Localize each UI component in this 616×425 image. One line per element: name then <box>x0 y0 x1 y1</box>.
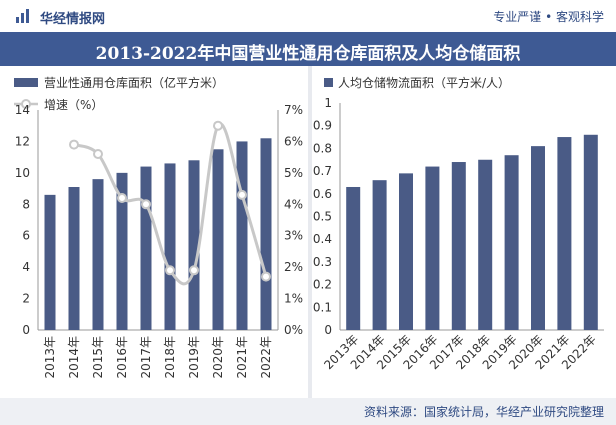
x-tick-label: 2015年 <box>91 336 105 379</box>
source-note: 资料来源：国家统计局，华经产业研究院整理 <box>363 405 604 419</box>
right-y-tick-label: 3% <box>284 229 303 243</box>
per-capita-bar <box>557 137 572 330</box>
x-tick-label: 2022年 <box>259 336 273 379</box>
legend-line-label: 增速（%） <box>44 98 103 112</box>
x-tick-label: 2014年 <box>67 336 81 379</box>
left-y-tick-label: 10 <box>15 166 30 180</box>
left-y-tick-label: 12 <box>15 134 30 148</box>
per-capita-chart: 人均仓储物流面积（平方米/人） 0 0.1 0.2 0.3 0.4 0.5 0.6 0.7 0.8… <box>313 75 604 372</box>
growth-rate-point <box>141 199 151 210</box>
logo-icon <box>16 9 29 23</box>
y-tick-label: 0.5 <box>313 210 332 224</box>
area-bar <box>44 194 56 330</box>
area-bar <box>116 172 128 330</box>
title-bar: 2013-2022年中国营业性通用仓库面积及人均仓储面积 <box>0 32 616 66</box>
left-y-tick-label: 4 <box>22 260 30 274</box>
x-tick-label: 2021年 <box>235 336 249 379</box>
per-capita-bar <box>583 134 598 330</box>
per-capita-bar <box>372 180 387 330</box>
y-tick-label: 0.1 <box>313 300 332 314</box>
x-tick-label: 2019年 <box>187 336 201 379</box>
left-y-tick-label: 14 <box>15 103 30 117</box>
per-capita-bar <box>425 166 440 330</box>
growth-rate-point <box>117 193 127 203</box>
per-capita-bar <box>478 159 493 330</box>
right-y-tick-label: 5% <box>284 166 303 180</box>
growth-rate-point <box>189 265 199 276</box>
right-y-tick-label: 1% <box>284 292 303 306</box>
page-title: 2013-2022年中国营业性通用仓库面积及人均仓储面积 <box>95 44 521 64</box>
y-tick-label: 0.2 <box>313 278 332 292</box>
brand-name: 华经情报网 <box>40 12 106 27</box>
legend-bar-swatch <box>14 78 38 87</box>
footer-bar: 资料来源：国家统计局，华经产业研究院整理 <box>0 398 616 425</box>
per-capita-bar <box>504 155 519 330</box>
legend-bar-label: 营业性通用仓库面积（亿平方米） <box>44 75 224 90</box>
per-capita-bar <box>451 162 466 330</box>
area-bar <box>164 163 176 330</box>
legend-bar-label: 人均仓储物流面积（平方米/人） <box>338 75 510 90</box>
y-tick-label: 0.6 <box>313 187 332 201</box>
right-y-tick-label: 0% <box>284 323 303 337</box>
growth-rate-line <box>73 122 268 286</box>
right-y-tick-label: 7% <box>284 103 303 117</box>
y-tick-label: 1 <box>324 96 332 110</box>
growth-rate-point <box>261 271 271 282</box>
area-bar <box>212 149 224 330</box>
area-bar <box>68 187 80 330</box>
area-bar <box>236 141 248 330</box>
per-capita-bar <box>531 146 545 330</box>
x-tick-label: 2017年 <box>139 336 153 379</box>
area-bar <box>260 138 272 330</box>
growth-rate-point <box>165 265 175 276</box>
left-y-tick-label: 8 <box>22 197 30 211</box>
growth-rate-point <box>93 149 103 159</box>
area-bar <box>92 179 104 330</box>
y-tick-label: 0 <box>324 323 332 337</box>
area-and-growth-chart: 营业性通用仓库面积（亿平方米） 增速（%） 0 2 4 6 8 10 12 14 0% 1% 2% 3% 4… <box>14 75 303 379</box>
area-bar <box>140 166 152 330</box>
per-capita-chart-panel: 人均仓储物流面积（平方米/人） 0 0.1 0.2 0.3 0.4 0.5 0.6 0.7 0.8… <box>312 66 614 398</box>
legend-line-marker <box>21 99 31 109</box>
area-bar <box>188 160 200 330</box>
growth-rate-point <box>237 189 247 200</box>
header-bar: 华经情报网 专业严谨 • 客观科学 <box>0 0 616 30</box>
y-tick-label: 0.8 <box>313 141 332 155</box>
y-tick-label: 0.7 <box>313 164 332 178</box>
left-y-tick-label: 2 <box>22 292 30 306</box>
right-y-tick-label: 4% <box>284 197 303 211</box>
x-tick-label: 2016年 <box>115 336 129 379</box>
left-y-tick-label: 0 <box>22 323 30 337</box>
legend-bar-swatch <box>324 78 333 87</box>
y-tick-label: 0.4 <box>313 232 332 246</box>
left-y-tick-label: 6 <box>22 229 30 243</box>
x-tick-label: 2013年 <box>43 336 57 379</box>
slogan: 专业严谨 • 客观科学 <box>493 10 604 24</box>
growth-rate-point <box>69 139 79 150</box>
x-tick-label: 2018年 <box>163 336 177 379</box>
per-capita-bar <box>399 173 413 330</box>
right-y-tick-label: 2% <box>284 260 303 274</box>
panel-divider <box>308 66 312 398</box>
growth-rate-point <box>213 120 223 131</box>
area-chart-panel: 营业性通用仓库面积（亿平方米） 增速（%） 0 2 4 6 8 10 12 14 0% 1% 2% 3% 4… <box>2 66 308 398</box>
per-capita-bar <box>346 186 361 330</box>
x-tick-label: 2020年 <box>211 336 225 379</box>
y-tick-label: 0.3 <box>313 255 332 269</box>
right-y-tick-label: 6% <box>284 134 303 148</box>
y-tick-label: 0.9 <box>313 119 332 133</box>
